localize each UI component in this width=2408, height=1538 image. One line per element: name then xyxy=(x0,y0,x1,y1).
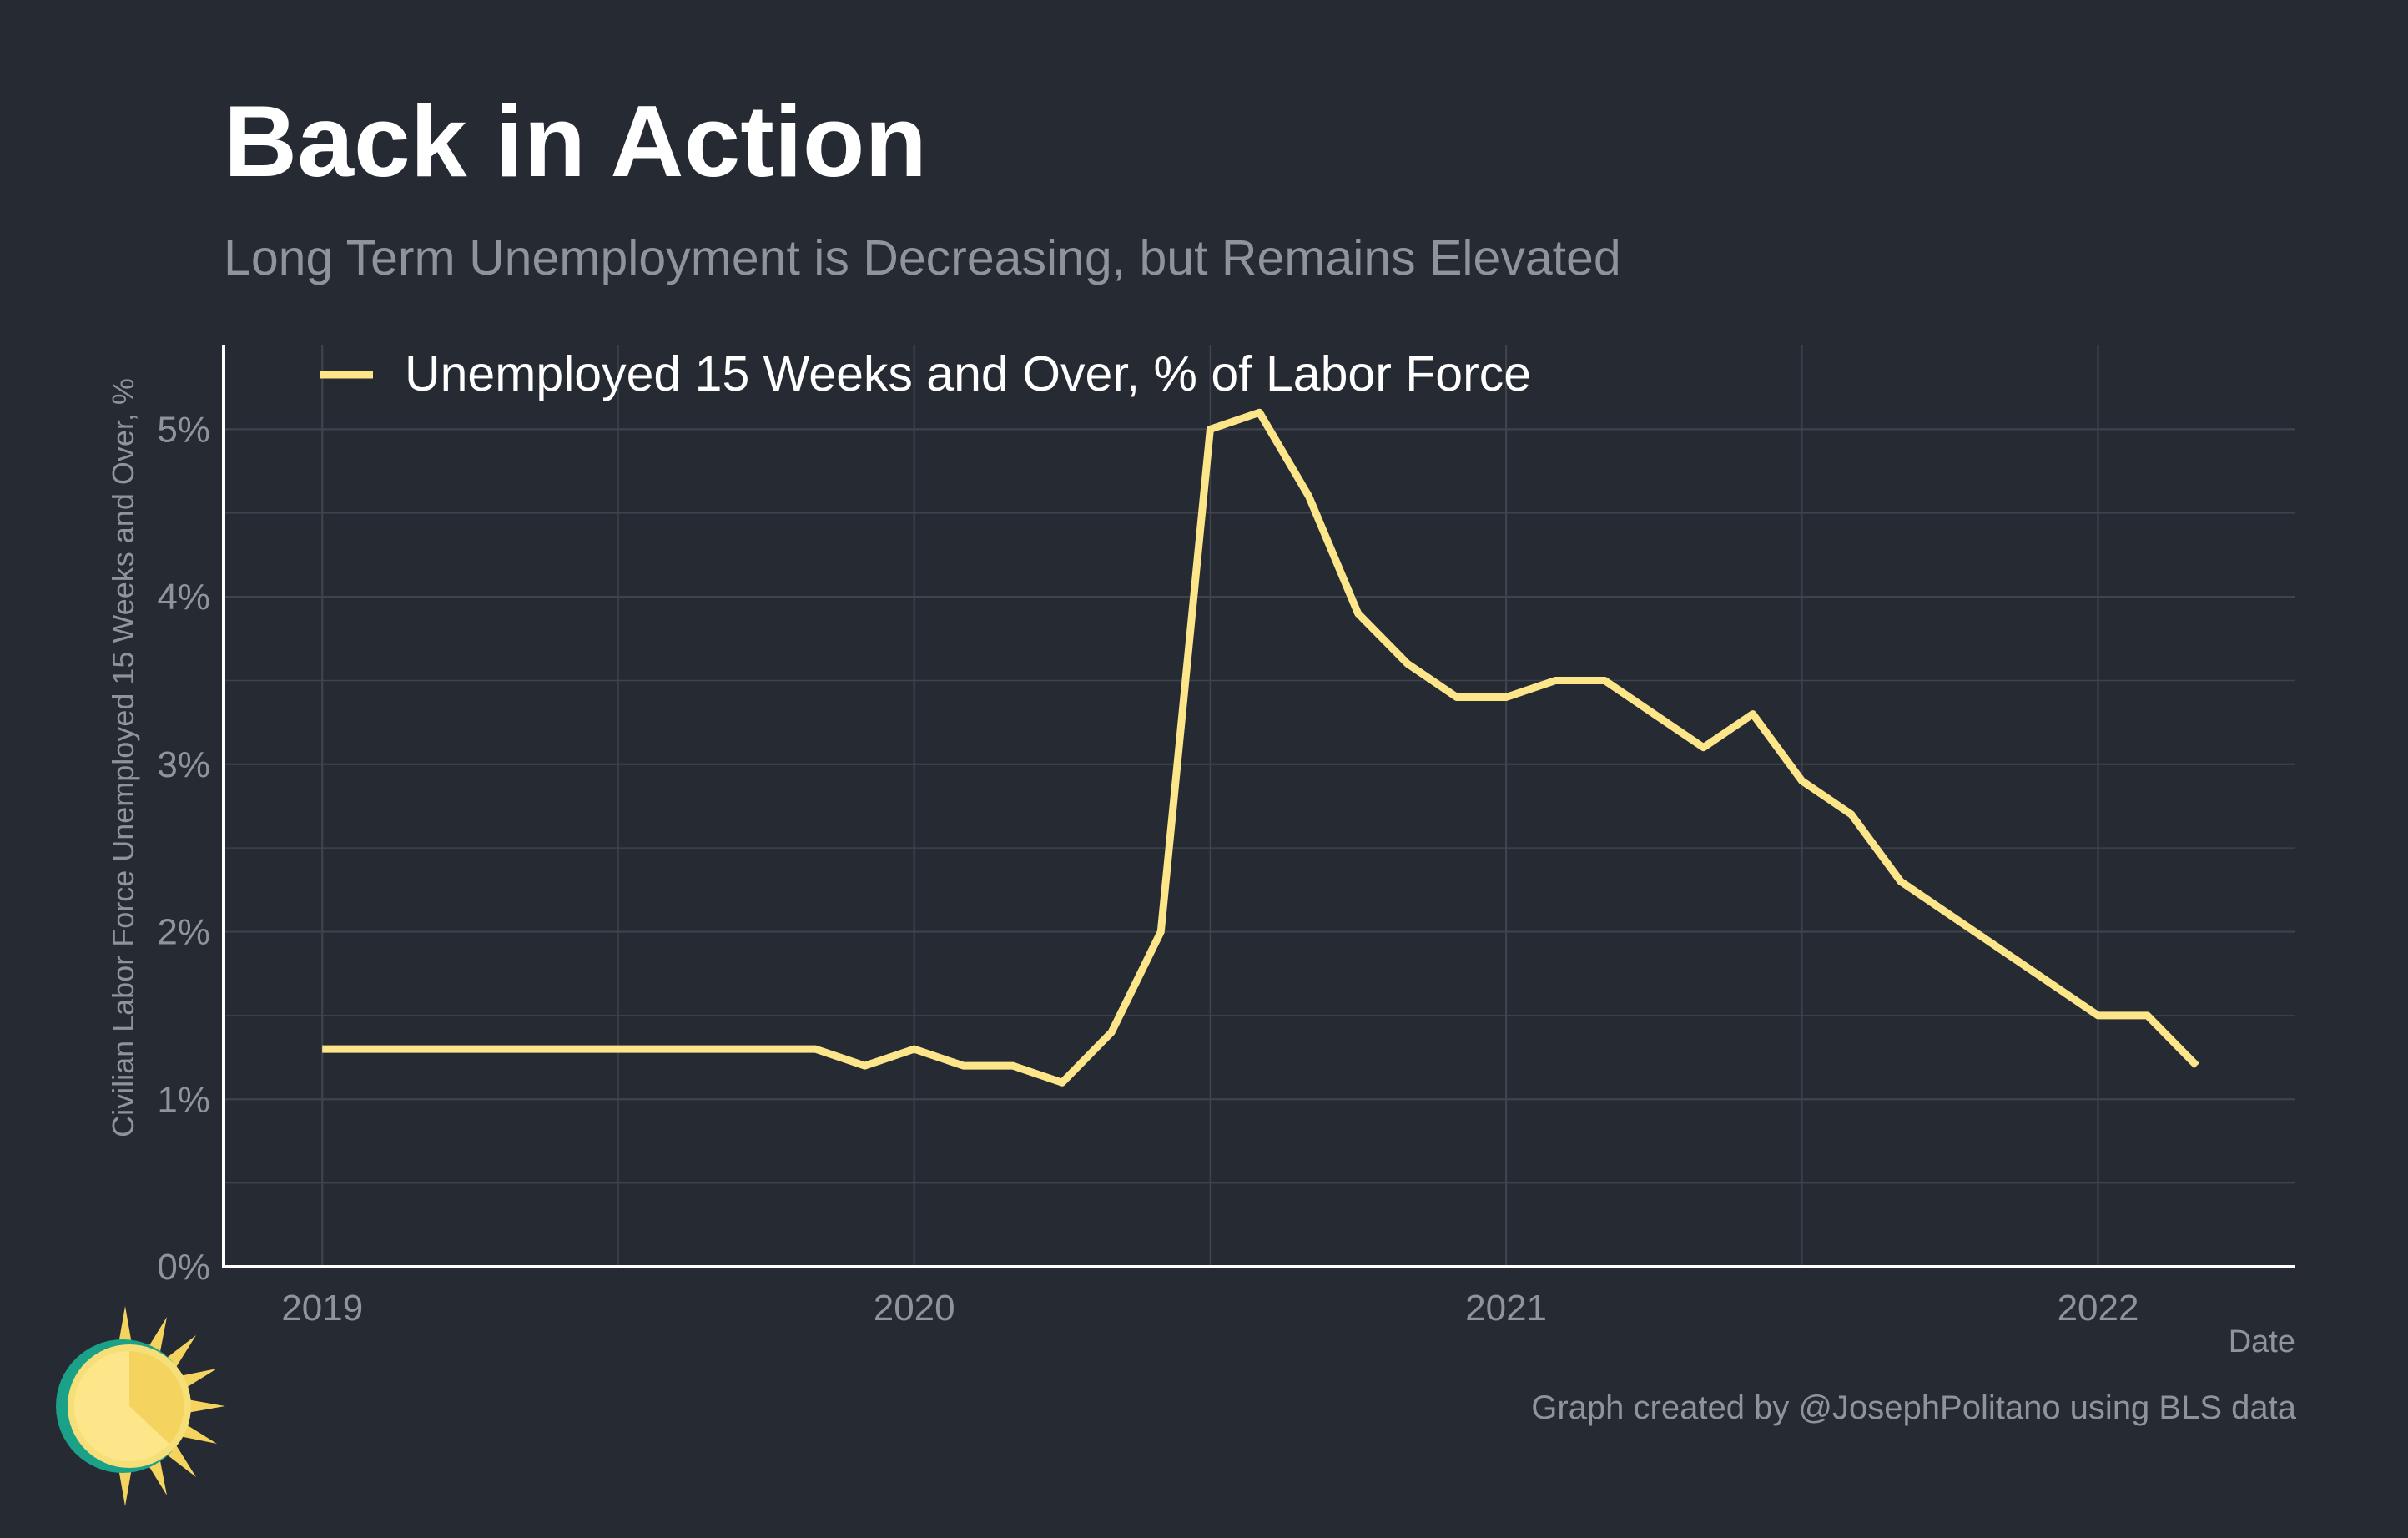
data-point xyxy=(516,1046,523,1052)
x-tick-label: 2021 xyxy=(1465,1288,1547,1329)
data-point xyxy=(1503,694,1509,701)
x-tick-label: 2019 xyxy=(281,1288,363,1329)
data-point xyxy=(1848,811,1855,818)
axes xyxy=(222,345,2295,1268)
data-point xyxy=(1157,929,1164,935)
y-tick-label: 5% xyxy=(157,409,210,450)
y-tick-label: 0% xyxy=(157,1247,210,1288)
data-point xyxy=(862,1062,869,1069)
source-credit: Graph created by @JosephPolitano using B… xyxy=(1531,1389,2296,1426)
data-point xyxy=(1601,677,1608,683)
data-point xyxy=(763,1046,769,1052)
data-point xyxy=(1207,426,1213,432)
chart-title: Back in Action xyxy=(224,84,927,198)
data-point xyxy=(1355,610,1362,617)
data-point xyxy=(319,1046,325,1052)
data-point xyxy=(1996,945,2002,952)
sun-logo-icon xyxy=(56,1306,225,1506)
x-tick-label: 2022 xyxy=(2058,1288,2139,1329)
data-point xyxy=(1108,1029,1115,1036)
major-gridlines xyxy=(224,345,2295,1267)
legend-label: Unemployed 15 Weeks and Over, % of Labor… xyxy=(405,346,1531,401)
data-point xyxy=(615,1046,622,1052)
chart-subtitle: Long Term Unemployment is Decreasing, bu… xyxy=(224,230,1621,285)
data-point xyxy=(664,1046,671,1052)
series-line-0 xyxy=(322,408,2200,1087)
data-point xyxy=(1306,493,1312,500)
data-point xyxy=(1453,694,1460,701)
y-tick-label: 1% xyxy=(157,1079,210,1120)
data-point xyxy=(713,1046,720,1052)
x-axis-label: Date xyxy=(2229,1324,2295,1359)
data-point xyxy=(1750,711,1756,718)
data-point xyxy=(1700,744,1707,751)
data-point xyxy=(1010,1062,1016,1069)
data-point xyxy=(2045,979,2052,986)
minor-gridlines xyxy=(224,345,2295,1267)
data-point xyxy=(812,1046,819,1052)
data-point xyxy=(911,1046,918,1052)
y-axis-label: Civilian Labor Force Unemployed 15 Weeks… xyxy=(106,378,140,1137)
legend: Unemployed 15 Weeks and Over, % of Labor… xyxy=(320,346,1531,401)
data-point xyxy=(1897,878,1904,885)
data-point xyxy=(1257,409,1263,416)
data-point xyxy=(1650,711,1657,718)
data-point xyxy=(417,1046,424,1052)
x-tick-labels: 2019 2020 2021 2022 xyxy=(281,1288,2138,1329)
data-point xyxy=(467,1046,474,1052)
y-tick-label: 3% xyxy=(157,744,210,785)
x-tick-label: 2020 xyxy=(874,1288,955,1329)
y-tick-label: 4% xyxy=(157,577,210,618)
data-point xyxy=(2095,1012,2102,1019)
data-point xyxy=(566,1046,572,1052)
data-point xyxy=(1059,1079,1065,1086)
data-point xyxy=(1404,660,1411,667)
data-point xyxy=(368,1046,375,1052)
data-point xyxy=(1799,778,1806,784)
data-point xyxy=(960,1062,967,1069)
data-point xyxy=(2194,1062,2200,1069)
data-point xyxy=(1552,677,1559,683)
data-point xyxy=(1947,911,1953,918)
y-tick-label: 2% xyxy=(157,912,210,953)
series-lines xyxy=(319,408,2200,1087)
data-point xyxy=(2144,1012,2151,1019)
y-tick-labels: 0% 1% 2% 3% 4% 5% xyxy=(157,409,210,1288)
